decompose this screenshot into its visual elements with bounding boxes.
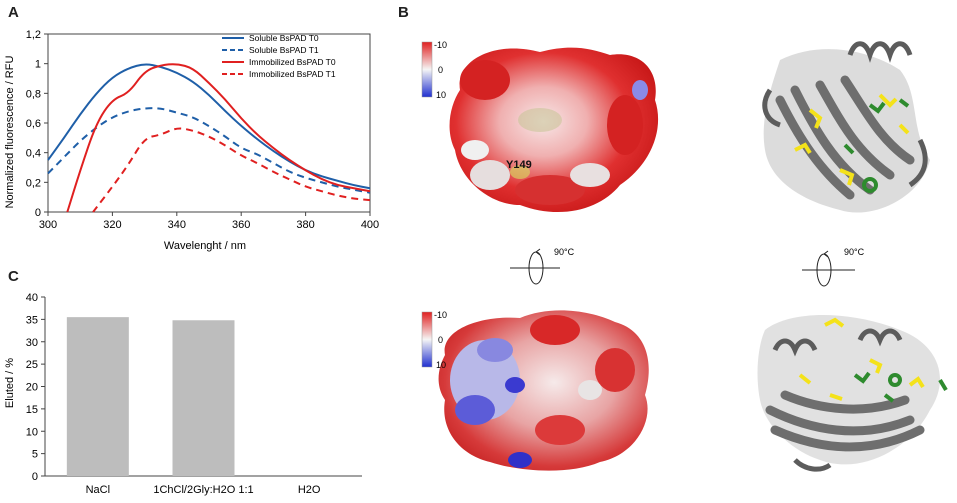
fluorescence-line-chart: 300 320 340 360 380 400 0 0,2 0,4 0,6 0,8 1 1,2 Solu… (4, 29, 379, 252)
chart-a-x-axis-label: Wavelenght / nm (164, 240, 246, 252)
chart-a-y-tick-label: 1,2 (26, 29, 41, 41)
scale-bottom-max: -10 (434, 310, 447, 320)
scale-bottom-min: 10 (436, 360, 446, 370)
chart-a-legend-label: Soluble BsPAD T0 (249, 33, 319, 43)
potential-scale-bottom: -10 0 10 (421, 310, 447, 370)
chart-c-y-tick-label: 0 (32, 471, 38, 483)
scale-top-min: 10 (436, 90, 446, 100)
ribbon-structure-bottom (757, 315, 948, 472)
chart-a-legend-label: Immobilized BsPAD T1 (249, 69, 336, 79)
rotation-icon-right (802, 250, 855, 287)
scale-top-mid: 0 (438, 65, 443, 75)
rotation-label-left: 90°C (554, 247, 575, 257)
chart-a-series-line-4 (92, 127, 371, 213)
scale-bottom-mid: 0 (438, 335, 443, 345)
chart-c-y-tick-label: 5 (32, 449, 38, 461)
chart-a-y-tick-label: 0,8 (26, 88, 41, 100)
chart-c-y-tick-label: 40 (26, 292, 38, 304)
panel-label-c: C (8, 268, 19, 285)
chart-c-bar (172, 320, 235, 476)
chart-c-y-tick-label: 25 (26, 359, 38, 371)
chart-c-y-tick-label: 30 (26, 337, 38, 349)
chart-a-y-tick-label: 0,4 (26, 148, 41, 160)
chart-c-bar (66, 317, 129, 476)
chart-a-x-tick-label: 380 (296, 219, 314, 231)
residue-label: Y149 (506, 159, 532, 171)
panel-label-a: A (8, 4, 19, 21)
panel-label-b: B (398, 4, 409, 21)
chart-a-x-tick-label: 300 (39, 219, 57, 231)
chart-a-x-tick-label: 320 (103, 219, 121, 231)
ribbon-structure-top (762, 41, 930, 213)
chart-a-y-tick-label: 1 (35, 59, 41, 71)
chart-c-category-label: H2O (298, 484, 321, 496)
potential-scale-top: -10 0 10 (421, 40, 447, 100)
chart-c-y-tick-label: 10 (26, 426, 38, 438)
scale-top-max: -10 (434, 40, 447, 50)
chart-a-series-line-3 (66, 63, 371, 213)
protein-structures-panel: Y149 -10 0 10 -10 0 10 90°C 90°C (421, 40, 948, 472)
chart-a-y-tick-label: 0,6 (26, 118, 41, 130)
chart-c-category-label: 1ChCl/2Gly:H2O 1:1 (153, 484, 253, 496)
electrostatic-surface-top (449, 47, 659, 213)
rotation-icon-left (510, 248, 560, 285)
chart-a-x-tick-label: 340 (168, 219, 186, 231)
electrostatic-surface-bottom (438, 310, 649, 471)
chart-a-legend-label: Immobilized BsPAD T0 (249, 57, 336, 67)
chart-c-y-tick-label: 35 (26, 314, 38, 326)
chart-c-category-label: NaCl (86, 484, 110, 496)
chart-a-y-axis-label: Normalized fluorescence / RFU (4, 56, 16, 209)
chart-a-legend-label: Soluble BsPAD T1 (249, 45, 319, 55)
chart-a-x-tick-label: 400 (361, 219, 379, 231)
chart-a-y-tick-label: 0 (35, 207, 41, 219)
chart-c-y-tick-label: 15 (26, 404, 38, 416)
chart-c-y-axis-label: Eluted / % (4, 358, 16, 408)
chart-c-y-tick-label: 20 (26, 382, 38, 394)
rotation-label-right: 90°C (844, 247, 865, 257)
chart-a-y-tick-label: 0,2 (26, 177, 41, 189)
chart-a-x-tick-label: 360 (232, 219, 250, 231)
elution-bar-chart: 0 5 10 15 20 25 30 35 40 NaCl 1ChCl/2Gly:H2O 1:1 H… (4, 292, 362, 496)
chart-a-series-line-1 (47, 63, 371, 190)
